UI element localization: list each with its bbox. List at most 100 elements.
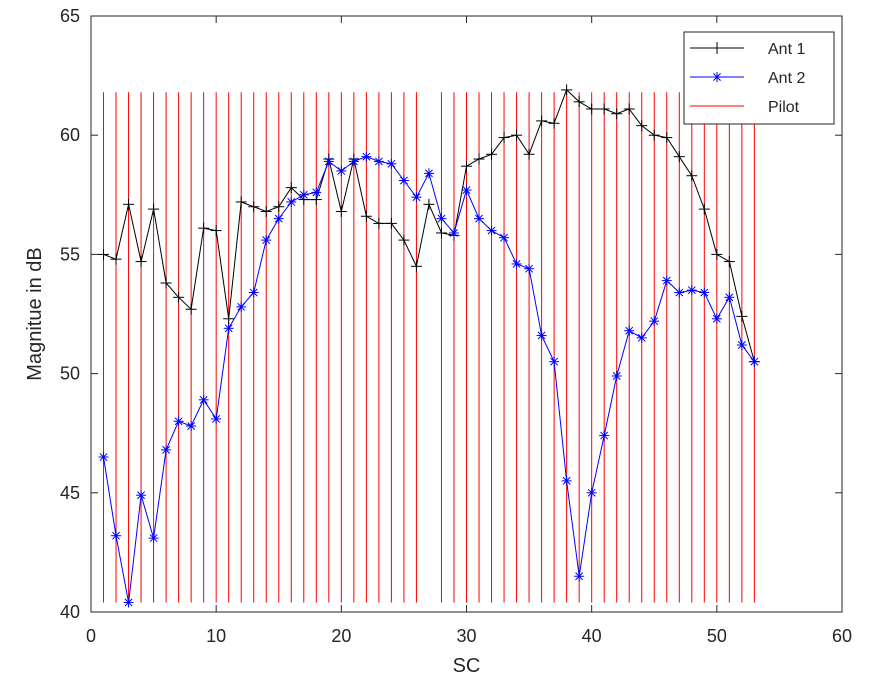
y-tick-label: 60 [60,125,80,145]
data-point [248,287,259,298]
data-point [448,227,459,238]
data-point [636,332,647,343]
data-point [236,301,247,312]
data-point [136,490,147,501]
data-point [111,530,122,541]
data-point [260,205,272,217]
data-point [661,275,672,286]
data-point [386,158,397,169]
data-point [235,196,247,208]
data-point [623,103,635,115]
data-point [186,421,197,432]
data-point [110,253,122,265]
data-point [599,430,610,441]
data-point [148,533,159,544]
data-point [699,287,710,298]
data-point [511,258,522,269]
data-point [273,201,285,213]
legend-label: Ant 2 [768,70,805,87]
data-point [724,292,735,303]
legend-entry: Pilot [690,99,800,116]
data-point [749,356,760,367]
data-point [674,287,685,298]
data-point [661,132,673,144]
data-point [499,232,510,243]
data-point [673,151,685,163]
data-point [198,222,210,234]
series-line-ant-2 [103,156,755,603]
series-layer [98,84,760,608]
data-point [711,313,722,324]
data-point [486,148,498,160]
y-tick-label: 45 [60,483,80,503]
x-tick-label: 10 [206,626,226,646]
data-point [135,256,147,268]
x-tick-label: 30 [456,626,476,646]
data-point [611,108,623,120]
data-point [624,325,635,336]
y-axis-label: Magnitue in dB [24,247,46,380]
data-point [474,213,485,224]
data-point [511,129,523,141]
legend-entry: Ant 2 [690,70,805,87]
data-point [385,217,397,229]
data-point [686,285,697,296]
data-point [574,571,585,582]
data-point [211,413,222,424]
legend-label: Pilot [768,99,800,116]
data-point [410,260,422,272]
data-point [173,416,184,427]
x-axis-label: SC [453,655,481,677]
data-point [561,475,572,486]
data-point [698,203,710,215]
data-point [461,185,472,196]
data-point [586,487,597,498]
legend-label: Ant 1 [768,41,805,58]
data-point [536,115,548,127]
data-point [711,248,723,260]
x-tick-label: 20 [331,626,351,646]
data-point [360,210,372,222]
legend-box [683,31,835,125]
y-tick-label: 40 [60,602,80,622]
legend-entry: Ant 1 [690,41,805,58]
data-point [536,330,547,341]
data-point [161,444,172,455]
data-point [286,196,297,207]
data-point [648,129,660,141]
data-point [248,201,260,213]
legend: Ant 1 Ant 2 Pilot [683,31,835,125]
data-point [335,205,347,217]
data-point [398,175,409,186]
y-tick-label: 50 [60,364,80,384]
data-point [411,192,422,203]
data-point [361,151,372,162]
data-point [423,168,434,179]
data-point [611,370,622,381]
data-point [436,213,447,224]
data-point [223,313,235,325]
data-point [586,103,598,115]
data-point [736,339,747,350]
data-point [598,103,610,115]
data-point [423,198,435,210]
data-point [210,225,222,237]
data-point [573,96,585,108]
data-point [561,84,573,96]
data-point [636,120,648,132]
data-point [285,182,297,194]
data-point [98,452,109,463]
data-point [261,235,272,246]
tick-layer: 0 10 20 30 40 50 60 40 45 50 55 60 65 [60,6,852,646]
data-point [435,227,447,239]
data-point [223,323,234,334]
data-point [160,277,172,289]
data-point [298,189,309,200]
y-tick-label: 55 [60,244,80,264]
x-tick-label: 40 [582,626,602,646]
x-tick-label: 60 [832,626,852,646]
data-point [373,217,385,229]
x-tick-label: 50 [707,626,727,646]
data-point [461,160,472,172]
data-point [98,248,110,260]
